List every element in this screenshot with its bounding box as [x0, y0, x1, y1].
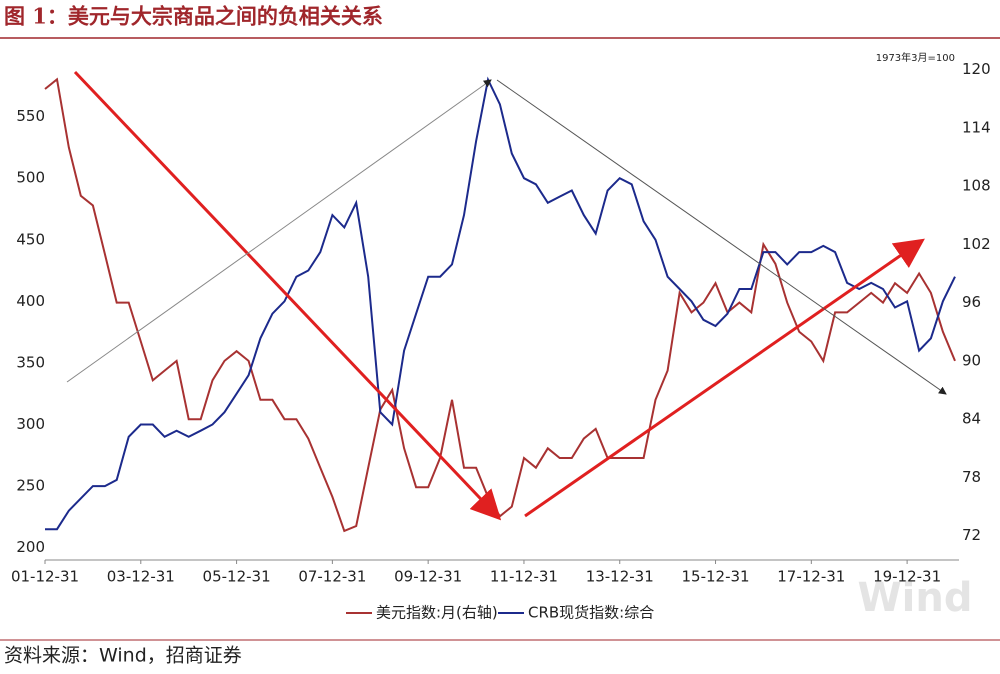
- trend-arrow: [66, 79, 492, 383]
- y2-tick-label: 84: [962, 410, 981, 428]
- y-tick-label: 450: [16, 230, 45, 248]
- y2-tick-label: 90: [962, 351, 981, 369]
- x-tick-label: 15-12-31: [681, 568, 749, 586]
- x-tick-label: 05-12-31: [203, 568, 271, 586]
- x-tick-label: 07-12-31: [298, 568, 366, 586]
- source: 资料来源：Wind，招商证券: [4, 645, 242, 667]
- x-tick-label: 11-12-31: [490, 568, 558, 586]
- y2-tick-label: 114: [962, 118, 991, 136]
- y-tick-label: 550: [16, 107, 45, 125]
- trend-arrow: [496, 79, 947, 395]
- y-tick-label: 350: [16, 353, 45, 371]
- trend-arrow: [73, 70, 502, 521]
- legend-label: CRB现货指数:综合: [528, 604, 654, 622]
- y2-tick-label: 78: [962, 468, 981, 486]
- y2-tick-label: 72: [962, 526, 981, 544]
- y-tick-label: 300: [16, 415, 45, 433]
- watermark: Wind: [858, 575, 973, 621]
- y-tick-label: 200: [16, 538, 45, 556]
- y2-tick-label: 102: [962, 235, 991, 253]
- y2-tick-label: 96: [962, 293, 981, 311]
- x-tick-label: 17-12-31: [777, 568, 845, 586]
- annotation: 1973年3月=100: [876, 51, 955, 64]
- x-tick-label: 19-12-31: [873, 568, 941, 586]
- y-tick-label: 400: [16, 292, 45, 310]
- series-line: [45, 76, 956, 531]
- y-tick-label: 250: [16, 477, 45, 495]
- x-tick-label: 03-12-31: [107, 568, 175, 586]
- trend-arrow: [524, 238, 925, 518]
- y2-tick-label: 108: [962, 177, 991, 195]
- chart-title: 图 1：美元与大宗商品之间的负相关关系: [4, 4, 383, 29]
- x-tick-label: 01-12-31: [11, 568, 79, 586]
- x-tick-label: 09-12-31: [394, 568, 462, 586]
- y2-tick-label: 120: [962, 60, 991, 78]
- x-tick-label: 13-12-31: [586, 568, 654, 586]
- legend-label: 美元指数:月(右轴): [376, 604, 498, 622]
- y-tick-label: 500: [16, 169, 45, 187]
